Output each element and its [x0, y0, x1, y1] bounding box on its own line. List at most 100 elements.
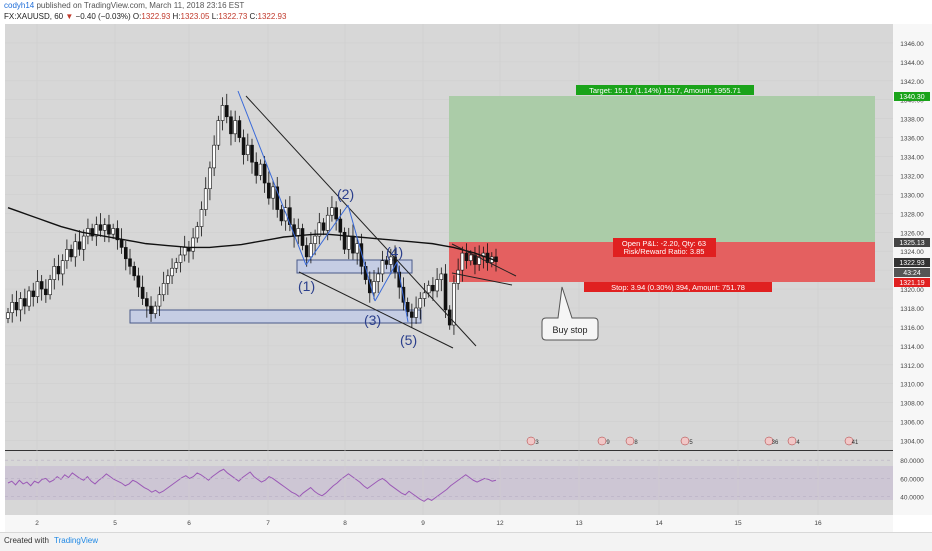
price-tag-stop: 1321.19 [894, 278, 930, 287]
price-tick-label: 1312.00 [900, 363, 924, 370]
flag-us-icon[interactable] [625, 436, 635, 446]
candle-body [321, 222, 326, 231]
tradingview-logo[interactable]: TradingView [54, 536, 99, 545]
candle-body [166, 275, 170, 284]
candle-body [431, 284, 435, 292]
candle-body [241, 137, 246, 155]
candle-body [380, 260, 385, 275]
rsi-line [7, 468, 497, 502]
price-tick-label: 1310.00 [900, 382, 924, 389]
economic-events[interactable]: 3 9 8 5 36 4 41 [526, 436, 859, 446]
change-value: −0.40 (−0.03%) [75, 12, 131, 21]
price-tick-label: 1344.00 [900, 60, 924, 67]
candle-body [304, 245, 309, 258]
candle-body [317, 222, 322, 237]
time-tick-label: 9 [421, 520, 425, 527]
event-marker-count[interactable]: 5 [689, 440, 693, 446]
candle-body [6, 312, 10, 319]
candle-body [35, 281, 40, 297]
symbol-label: FX:XAUUSD, 60 [4, 12, 64, 21]
time-tick-label: 16 [814, 520, 822, 527]
price-tick-label: 1318.00 [900, 306, 924, 313]
time-tick-label: 2 [35, 520, 39, 527]
candle-body [338, 218, 343, 233]
candle-body [233, 120, 237, 135]
event-marker-count[interactable]: 3 [535, 440, 539, 446]
candle-body [145, 298, 149, 307]
candle-body [468, 254, 473, 261]
price-tick-label: 1342.00 [900, 79, 924, 86]
candle-body [435, 279, 439, 292]
candle-body [477, 256, 481, 265]
candle-body [267, 182, 271, 199]
candle-body [355, 243, 359, 254]
time-tick-label: 6 [187, 520, 191, 527]
rsi-tick-label: 40.0000 [900, 495, 924, 502]
candle-body [346, 235, 351, 250]
wave-label-3: (3) [364, 312, 381, 328]
time-tick-label: 14 [655, 520, 663, 527]
candle-body [494, 256, 498, 262]
flag-upper-line [451, 243, 517, 277]
candle-body [119, 239, 124, 248]
candle-body [342, 231, 347, 250]
candle-body [86, 228, 90, 237]
price-tick-label: 1320.00 [900, 287, 924, 294]
time-tick-label: 13 [575, 520, 583, 527]
price-tick-label: 1326.00 [900, 230, 924, 237]
candle-body [279, 209, 284, 222]
event-marker-count[interactable]: 4 [796, 440, 800, 446]
candle-body [464, 252, 469, 261]
target-tag [576, 85, 754, 95]
candle-body [325, 214, 330, 231]
event-marker-count[interactable]: 41 [852, 440, 859, 446]
price-tick-label: 1346.00 [900, 41, 924, 48]
candle-body [216, 120, 221, 146]
candle-body [384, 260, 389, 265]
candle-body [182, 247, 187, 256]
open-value: 1322.93 [141, 12, 171, 21]
target-label: Target: 15.17 (1.14%) 1517, Amount: 1955… [589, 86, 741, 95]
event-marker-count[interactable]: 36 [772, 440, 779, 446]
event-marker-count[interactable]: 9 [606, 440, 610, 446]
candle-body [31, 290, 36, 297]
rsi-band [5, 466, 893, 500]
flag-us-icon[interactable] [787, 436, 797, 446]
stop-label: Stop: 3.94 (0.30%) 394, Amount: 751.78 [611, 283, 745, 292]
candle-body [191, 237, 195, 252]
candle-body [309, 243, 313, 258]
flag-us-icon[interactable] [844, 436, 854, 446]
candle-body [254, 161, 259, 176]
channel-lower-line [298, 271, 454, 349]
price-tick-label: 1306.00 [900, 420, 924, 427]
flag-us-icon[interactable] [597, 436, 607, 446]
author-link[interactable]: codyh14 [4, 1, 35, 10]
wave-label-1: (1) [298, 278, 315, 294]
price-chart[interactable]: 1340.00 1338.00 1336.00 1334.00 1332.00 1330.… [0, 0, 932, 532]
candle-body [69, 249, 73, 258]
price-tag-current: 1322.93 [894, 258, 930, 267]
candle-body [393, 256, 397, 273]
svg-text:1325.13: 1325.13 [899, 240, 924, 247]
wave-line-3 [347, 204, 376, 302]
candle-body [389, 256, 393, 265]
candle-body [102, 224, 107, 231]
candle-body [414, 307, 418, 318]
flag-us-icon[interactable] [526, 436, 536, 446]
time-tick-label: 8 [343, 520, 347, 527]
candle-body [18, 298, 23, 311]
price-tick-label: 1328.00 [900, 211, 924, 218]
candle-body [161, 283, 166, 296]
flag-us-icon[interactable] [764, 436, 774, 446]
flag-us-icon[interactable] [680, 436, 690, 446]
publish-info: codyh14 published on TradingView.com, Ma… [4, 1, 244, 10]
candle-body [98, 224, 103, 231]
event-marker-count[interactable]: 8 [634, 440, 638, 446]
price-tick-label: 1314.00 [900, 344, 924, 351]
price-tick-label: 1332.00 [900, 173, 924, 180]
candle-body [443, 273, 448, 311]
price-tick-label: 1304.00 [900, 439, 924, 446]
ohlc-legend: FX:XAUUSD, 60 ▼ −0.40 (−0.03%) O:1322.93… [4, 12, 286, 21]
candle-body [359, 243, 364, 267]
candle-body [220, 105, 225, 121]
